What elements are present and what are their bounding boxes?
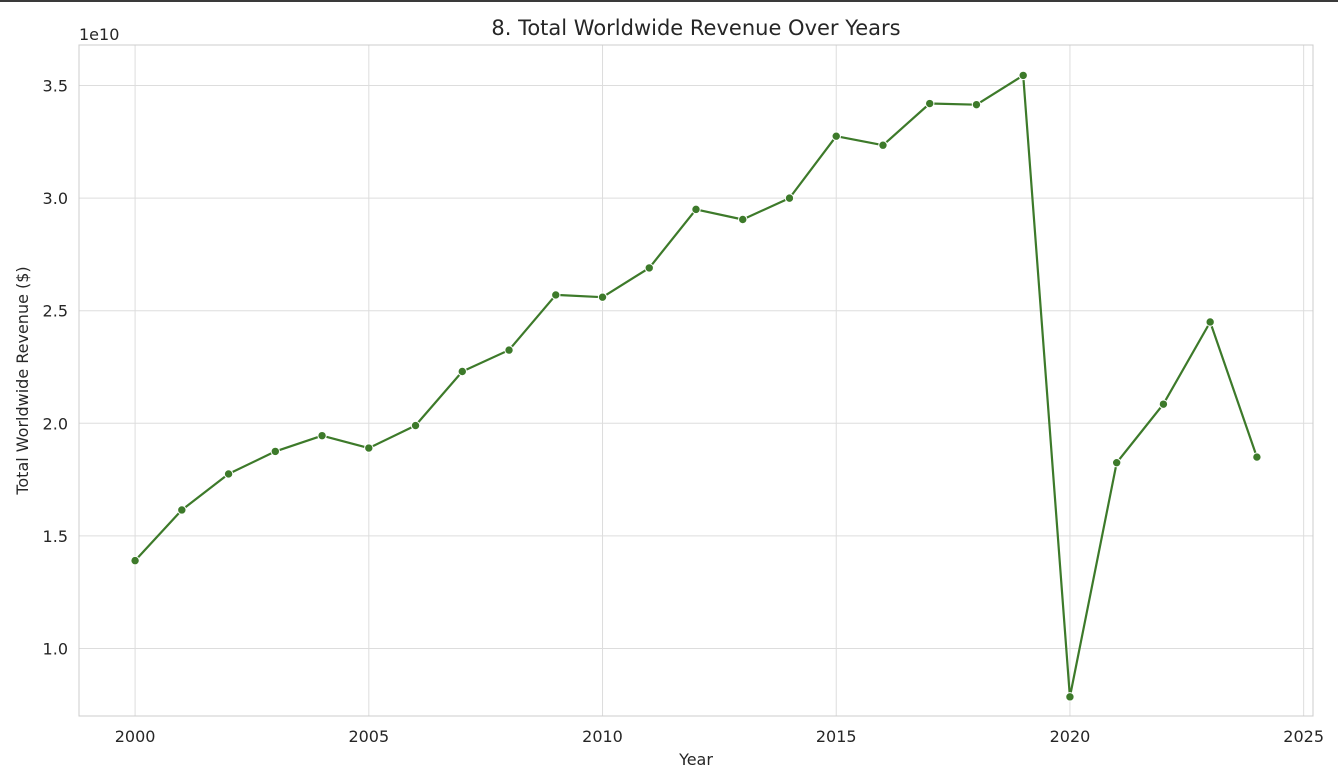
y-tick-label: 2.0 bbox=[43, 414, 68, 433]
x-axis-label: Year bbox=[678, 750, 713, 769]
x-axis-ticks: 2000 2005 2010 2015 2020 2025 bbox=[115, 727, 1324, 746]
x-tick-label: 2015 bbox=[816, 727, 857, 746]
data-point bbox=[1065, 692, 1075, 702]
chart-title: 8. Total Worldwide Revenue Over Years bbox=[491, 16, 900, 40]
y-axis-offset-label: 1e10 bbox=[79, 25, 119, 44]
plot-frame bbox=[78, 44, 1314, 717]
y-axis-ticks: 1.0 1.5 2.0 2.5 3.0 3.5 bbox=[43, 77, 68, 659]
data-point bbox=[1111, 457, 1122, 468]
window-top-border bbox=[0, 0, 1338, 2]
data-point bbox=[177, 505, 187, 515]
data-point bbox=[878, 140, 888, 150]
data-point bbox=[223, 469, 234, 479]
data-point bbox=[644, 263, 654, 273]
data-point bbox=[1018, 70, 1028, 81]
y-tick-label: 3.5 bbox=[43, 77, 68, 96]
y-tick-label: 3.0 bbox=[43, 189, 68, 208]
data-point bbox=[551, 290, 561, 300]
data-point bbox=[691, 204, 701, 215]
series-layer bbox=[130, 70, 1262, 702]
x-tick-label: 2010 bbox=[582, 727, 623, 746]
x-tick-label: 2000 bbox=[115, 727, 156, 746]
x-tick-label: 2005 bbox=[348, 727, 389, 746]
x-tick-label: 2020 bbox=[1050, 727, 1091, 746]
data-point bbox=[738, 214, 748, 225]
grid bbox=[79, 45, 1313, 716]
plot-area bbox=[79, 45, 1313, 716]
data-point bbox=[130, 555, 140, 566]
data-point bbox=[364, 443, 374, 453]
y-axis-label: Total Worldwide Revenue ($) bbox=[13, 266, 32, 495]
y-tick-label: 1.5 bbox=[43, 527, 68, 546]
data-point bbox=[410, 420, 421, 431]
data-point bbox=[597, 292, 608, 302]
data-point bbox=[270, 446, 281, 457]
data-point bbox=[504, 345, 514, 355]
data-point bbox=[1252, 452, 1262, 462]
y-tick-label: 2.5 bbox=[43, 302, 68, 321]
data-point bbox=[971, 99, 982, 110]
data-point bbox=[1205, 317, 1215, 327]
x-tick-label: 2025 bbox=[1283, 727, 1324, 746]
data-point bbox=[831, 131, 841, 141]
data-point bbox=[1158, 399, 1169, 409]
data-point bbox=[457, 366, 467, 377]
data-point bbox=[784, 193, 795, 203]
data-point bbox=[317, 430, 327, 441]
y-tick-label: 1.0 bbox=[43, 639, 68, 658]
data-point bbox=[925, 98, 935, 109]
